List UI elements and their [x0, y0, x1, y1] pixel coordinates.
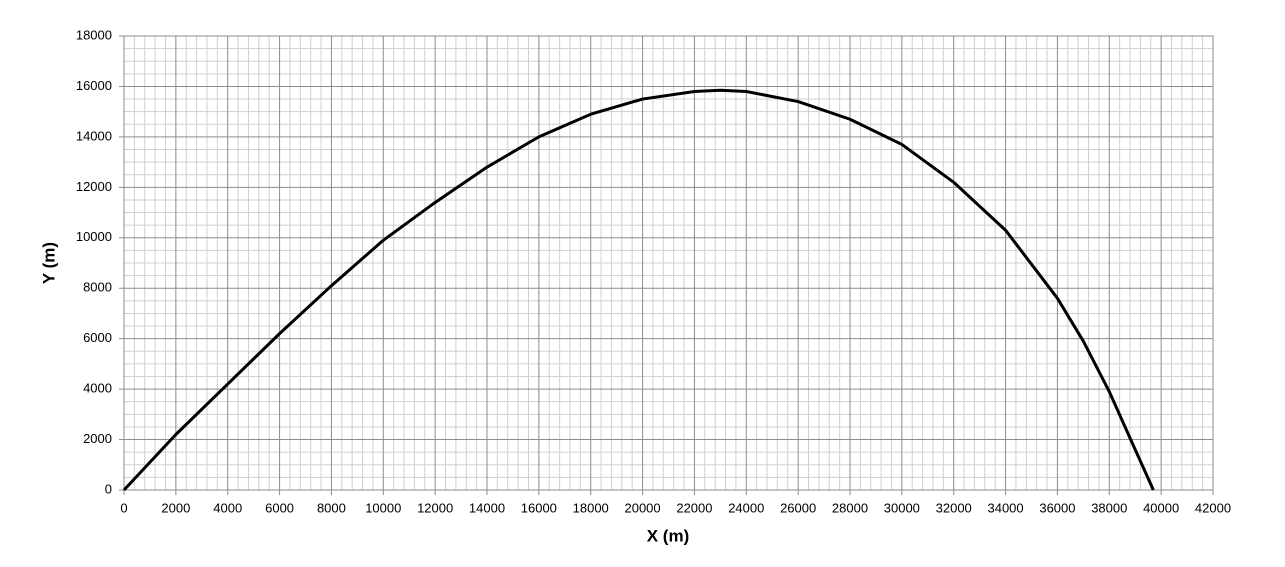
x-tick-label: 6000	[265, 500, 294, 515]
y-tick-label: 0	[105, 481, 112, 496]
y-tick-label: 4000	[83, 381, 112, 396]
x-tick-label: 16000	[521, 500, 557, 515]
x-tick-label: 32000	[936, 500, 972, 515]
y-tick-label: 8000	[83, 280, 112, 295]
plot-border	[123, 35, 1214, 491]
x-tick-label: 0	[120, 500, 127, 515]
y-tick-label: 18000	[76, 27, 112, 42]
y-tick-label: 12000	[76, 179, 112, 194]
x-tick-label: 34000	[987, 500, 1023, 515]
x-tick-label: 12000	[417, 500, 453, 515]
x-tick-label: 26000	[780, 500, 816, 515]
x-tick-label: 24000	[728, 500, 764, 515]
y-tick-label: 6000	[83, 330, 112, 345]
x-tick-label: 20000	[624, 500, 660, 515]
x-tick-label: 18000	[573, 500, 609, 515]
x-tick-label: 22000	[676, 500, 712, 515]
line-series	[122, 88, 1155, 492]
x-tick-label: 4000	[213, 500, 242, 515]
x-tick-label: 2000	[161, 500, 190, 515]
x-tick-label: 28000	[832, 500, 868, 515]
x-tick-label: 42000	[1195, 500, 1231, 515]
x-tick-label: 30000	[884, 500, 920, 515]
y-axis-title: Y (m)	[39, 242, 58, 284]
grid	[123, 35, 1214, 491]
x-axis-title: X (m)	[647, 526, 690, 545]
y-tick-label: 10000	[76, 229, 112, 244]
x-tick-label: 38000	[1091, 500, 1127, 515]
x-tick-label: 36000	[1039, 500, 1075, 515]
y-tick-label: 2000	[83, 431, 112, 446]
x-tick-label: 8000	[317, 500, 346, 515]
y-tick-label: 16000	[76, 78, 112, 93]
y-tick-label: 14000	[76, 128, 112, 143]
x-tick-label: 14000	[469, 500, 505, 515]
x-tick-label: 10000	[365, 500, 401, 515]
x-tick-label: 40000	[1143, 500, 1179, 515]
